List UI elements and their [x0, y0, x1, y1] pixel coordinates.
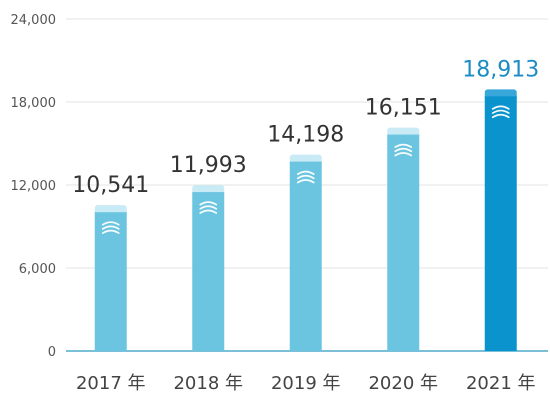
wave-icon — [199, 201, 218, 214]
bar — [484, 96, 517, 351]
bar-group — [94, 205, 127, 351]
labels: 0 6,000 12,000 18,000 24,000 10,541 2017 年 11,9… — [11, 13, 540, 394]
wave-icon — [101, 221, 120, 234]
value-label: 10,541 — [72, 173, 149, 198]
y-tick-label: 0 — [48, 345, 56, 360]
x-tick-label: 2018 年 — [173, 373, 243, 394]
value-label: 18,913 — [462, 57, 539, 82]
wave-icon — [394, 143, 413, 157]
x-tick-label: 2017 年 — [76, 373, 146, 394]
y-tick-label: 18,000 — [11, 96, 57, 111]
bar — [192, 192, 225, 351]
bar — [94, 212, 127, 351]
y-tick-label: 12,000 — [11, 179, 57, 194]
y-tick-label: 24,000 — [11, 13, 57, 28]
bar-group — [289, 154, 322, 351]
value-label: 14,198 — [267, 123, 344, 148]
wave-icon — [491, 105, 510, 119]
x-tick-label: 2019 年 — [271, 373, 341, 394]
bars — [94, 89, 517, 351]
x-tick-label: 2021 年 — [466, 373, 536, 394]
bar-group — [387, 127, 420, 351]
x-tick-label: 2020 年 — [368, 373, 438, 394]
bar — [387, 134, 420, 351]
y-tick-label: 6,000 — [19, 262, 56, 277]
value-label: 16,151 — [365, 96, 442, 121]
bar-group — [192, 185, 225, 351]
wave-icon — [296, 170, 315, 184]
value-label: 11,993 — [170, 153, 247, 178]
bar-group — [484, 89, 517, 351]
bar — [289, 161, 322, 351]
